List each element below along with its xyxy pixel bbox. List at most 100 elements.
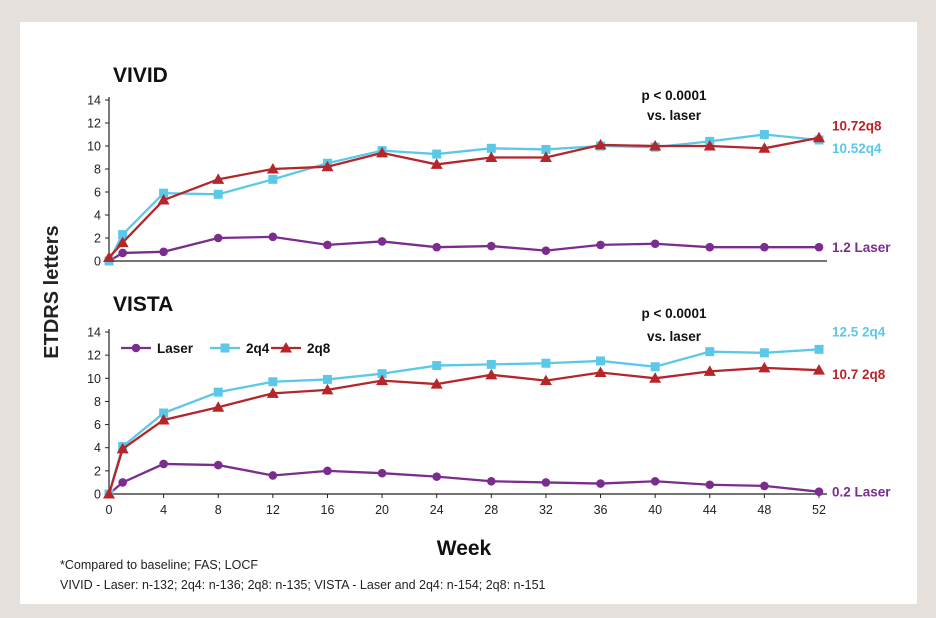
vivid-point-laser [596,240,605,250]
vivid-annotation: vs. laser [647,108,702,123]
vista-series-line-q8 [107,366,820,495]
vista-x-tick-label: 8 [215,503,222,517]
vivid-y-tick-label: 14 [87,94,101,108]
vista-point-q4 [541,358,551,368]
vista-legend-marker-q8 [280,342,292,353]
vista-point-q4 [759,348,769,358]
vivid-y-tick-label: 10 [87,140,101,154]
vista-annotation: vs. laser [647,329,702,344]
vista-point-laser [650,476,660,486]
vivid-end-label-q8: 10.72q8 [832,119,882,134]
vista-point-q8 [758,361,771,373]
vista-y-tick-label: 0 [94,488,101,502]
vista-point-q4 [705,347,715,357]
vista-point-laser [323,466,332,476]
vista-x-tick-label: 32 [539,503,553,517]
vivid-point-q4 [213,189,223,199]
vivid-point-laser [323,240,332,250]
vista-series-line-laser [108,462,820,495]
vivid-point-q8 [103,251,115,263]
vista-point-q4 [486,359,496,369]
vivid-y-tick-label: 4 [94,209,101,223]
vista-annotation: p < 0.0001 [642,306,707,321]
vista-point-laser [596,479,605,488]
vista-legend-marker-laser [131,343,141,353]
vivid-point-laser [159,247,168,257]
vivid-point-laser [650,239,660,249]
vivid-y-tick-label: 8 [94,163,101,177]
vista-point-q8 [813,364,825,375]
vivid-point-q8 [430,158,443,169]
vivid-point-q4 [759,130,769,139]
vista-y-tick-label: 10 [87,372,101,386]
vista-legend-label-laser: Laser [157,341,194,356]
vista-point-laser [760,481,769,491]
vista-end-label-q4: 12.5 2q4 [832,324,886,339]
vista-point-q4 [596,356,606,366]
vista-point-laser [213,460,223,470]
vivid-point-q8 [813,131,825,143]
vivid-point-q8 [758,142,771,153]
y-axis-title: ETDRS letters [41,225,63,358]
vista-point-q8 [703,365,716,376]
vivid-point-laser [541,246,551,255]
vista-point-q4 [322,374,332,384]
footnote-compared-to-baseline: *Compared to baseline; FAS; LOCF [60,558,259,572]
vista-point-q8 [116,442,129,454]
vista-point-q8 [376,374,389,386]
vivid-point-q8 [157,194,170,205]
vivid-point-q8 [539,151,552,162]
vivid-point-q8 [376,146,389,158]
vivid-point-q4 [159,188,169,198]
vista-end-label-laser: 0.2 Laser [832,485,891,500]
vista-point-q8 [266,387,279,398]
vista-legend-label-q4: 2q4 [246,341,270,356]
vista-point-q4 [213,387,223,397]
vista-point-q4 [159,408,169,418]
vivid-point-laser [377,237,387,246]
vista-x-tick-label: 4 [160,503,167,517]
vista-point-laser [159,459,168,469]
vista-point-q8 [321,383,334,395]
vista-point-q8 [594,366,607,377]
vista-y-tick-label: 12 [87,349,101,363]
vivid-point-q8 [116,236,129,248]
vista-point-q4 [814,344,824,354]
vista-x-tick-label: 40 [648,503,662,517]
vista-y-tick-label: 6 [94,418,101,432]
vivid-point-q8 [594,138,607,150]
vivid-point-laser [705,242,715,252]
vista-x-tick-label: 24 [430,503,444,517]
vista-point-laser [118,478,127,487]
vivid-point-q4 [541,144,551,154]
vista-point-q4 [650,362,660,372]
vivid-annotation: p < 0.0001 [642,88,707,103]
vista-point-laser [487,476,496,486]
vista-point-q4 [377,369,387,379]
vista-x-tick-label: 52 [812,503,826,517]
vista-legend-label-q8: 2q8 [307,341,331,356]
vivid-point-q8 [212,173,225,184]
vista-point-laser [814,487,824,496]
vivid-point-q4 [432,149,442,159]
vivid-point-q8 [321,160,334,172]
vista-point-laser [432,472,441,481]
vista-point-laser [268,471,278,480]
vista-x-tick-label: 28 [484,503,498,517]
vista-y-tick-label: 4 [94,441,101,455]
vista-y-tick-label: 2 [94,464,101,478]
vista-x-tick-label: 48 [757,503,771,517]
vista-point-q4 [432,361,442,371]
vivid-end-label-q4: 10.52q4 [832,141,882,156]
vivid-point-q8 [485,151,498,162]
vivid-y-tick-label: 6 [94,186,101,200]
vista-x-axis-title: Week [437,537,492,560]
vista-x-tick-label: 44 [703,503,717,517]
vista-panel-title: VISTA [113,293,173,316]
vivid-point-laser [268,232,278,242]
vivid-point-laser [118,248,127,258]
vivid-point-laser [213,233,223,243]
vista-point-laser [377,468,387,478]
vista-point-q8 [157,413,170,425]
